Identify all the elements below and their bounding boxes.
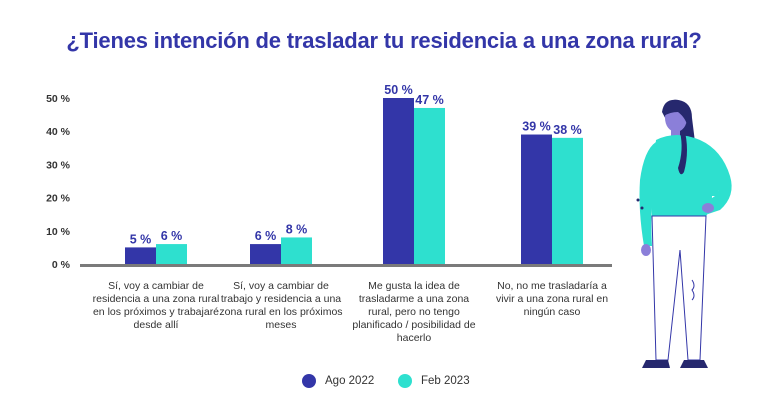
y-tick-label: 40 %	[46, 126, 71, 138]
data-label-ago-2022-cat1: 5 %	[130, 232, 152, 246]
y-tick-label: 10 %	[46, 226, 71, 238]
bar-ago-2022-cat2	[250, 244, 281, 264]
category-label-4: No, no me trasladaría a vivir a una zona…	[495, 280, 609, 318]
data-label-feb-2023-cat4: 38 %	[553, 123, 582, 137]
legend-swatch-ago-2022	[302, 374, 316, 388]
data-label-feb-2023-cat2: 8 %	[286, 222, 308, 236]
y-tick-label: 50 %	[46, 93, 71, 105]
bar-ago-2022-cat1	[125, 247, 156, 264]
bar-feb-2023-cat2	[281, 237, 312, 264]
category-label-1: Sí, voy a cambiar de residencia a una zo…	[92, 280, 220, 331]
category-label-2: Sí, voy a cambiar de trabajo y residenci…	[219, 280, 343, 331]
data-label-ago-2022-cat3: 50 %	[384, 83, 413, 97]
bar-feb-2023-cat1	[156, 244, 187, 264]
bar-feb-2023-cat4	[552, 137, 583, 264]
legend: Ago 2022 Feb 2023	[0, 374, 768, 394]
legend-item-ago-2022: Ago 2022	[302, 374, 374, 388]
data-label-ago-2022-cat4: 39 %	[522, 120, 551, 134]
y-tick-label: 20 %	[46, 193, 71, 205]
y-tick-label: 30 %	[46, 159, 71, 171]
bar-feb-2023-cat3	[414, 107, 445, 265]
bars-group: 5 % 6 % 50 % 39 % 6 % 8 % 47 % 38 %	[125, 83, 583, 265]
data-label-feb-2023-cat3: 47 %	[415, 93, 444, 107]
woman-standing-illustration	[636, 99, 732, 368]
legend-item-feb-2023: Feb 2023	[398, 374, 470, 388]
data-label-feb-2023-cat1: 6 %	[161, 229, 183, 243]
bar-ago-2022-cat4	[521, 134, 552, 264]
chart-title: ¿Tienes intención de trasladar tu reside…	[66, 28, 702, 53]
legend-label-ago-2022: Ago 2022	[325, 375, 375, 387]
legend-label-feb-2023: Feb 2023	[421, 375, 470, 387]
category-label-3: Me gusta la idea de trasladarme a una zo…	[352, 280, 476, 344]
y-axis-ticks: 0 % 10 % 20 % 30 % 40 % 50 %	[46, 93, 71, 271]
data-label-ago-2022-cat2: 6 %	[255, 229, 277, 243]
legend-swatch-feb-2023	[398, 374, 412, 388]
bar-ago-2022-cat3	[383, 98, 414, 264]
y-tick-label: 0 %	[52, 259, 71, 271]
